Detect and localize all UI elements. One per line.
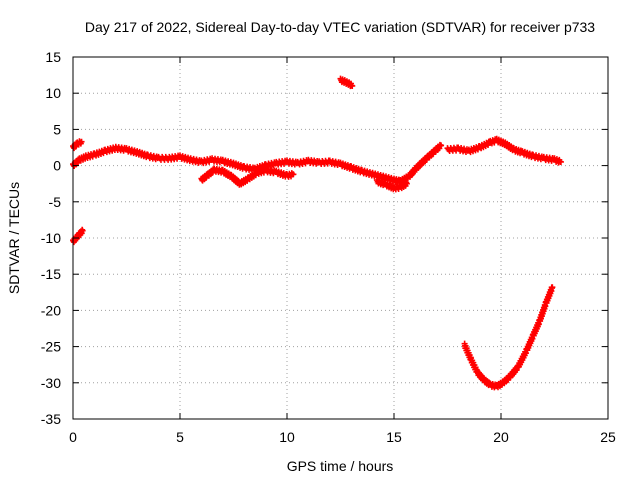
axis-ticks: 0 5 10 15 20 25 -35 -30 -25 -20 -15 -10 -5 0 5 10 15	[41, 49, 616, 445]
data-marks	[70, 75, 564, 391]
data-point	[403, 180, 410, 187]
y-tick-label: -25	[41, 339, 61, 355]
x-tick-label: 5	[176, 429, 184, 445]
data-point	[349, 82, 356, 89]
x-tick-label: 25	[600, 429, 616, 445]
x-tick-label: 20	[493, 429, 509, 445]
series-main-lower	[373, 177, 410, 193]
data-point	[78, 138, 85, 145]
chart-title: Day 217 of 2022, Sidereal Day-to-day VTE…	[85, 19, 595, 35]
x-tick-label: 15	[386, 429, 402, 445]
x-tick-label: 0	[69, 429, 77, 445]
series-main	[70, 141, 445, 186]
data-point	[79, 227, 86, 234]
y-tick-label: -35	[41, 411, 61, 427]
y-tick-label: 15	[45, 49, 61, 65]
grid	[73, 57, 608, 419]
y-tick-label: -10	[41, 230, 61, 246]
y-tick-label: 5	[53, 121, 61, 137]
y-tick-label: -20	[41, 302, 61, 318]
data-point	[549, 284, 556, 291]
y-axis-label: SDTVAR / TECUs	[6, 182, 22, 294]
y-tick-label: -30	[41, 375, 61, 391]
y-tick-label: 10	[45, 85, 61, 101]
y-tick-label: -5	[49, 194, 62, 210]
y-tick-label: -15	[41, 266, 61, 282]
series-main-secondary	[198, 165, 297, 188]
series-segment-11h	[337, 75, 356, 90]
y-tick-label: 0	[53, 158, 61, 174]
series-late	[444, 135, 564, 166]
data-point	[438, 142, 445, 149]
plot-frame	[72, 56, 609, 420]
data-point	[557, 158, 564, 165]
series-segment-start-high	[70, 138, 85, 152]
series-dip	[461, 284, 556, 391]
x-tick-label: 10	[279, 429, 295, 445]
data-point	[290, 171, 297, 178]
x-axis-label: GPS time / hours	[287, 458, 394, 474]
